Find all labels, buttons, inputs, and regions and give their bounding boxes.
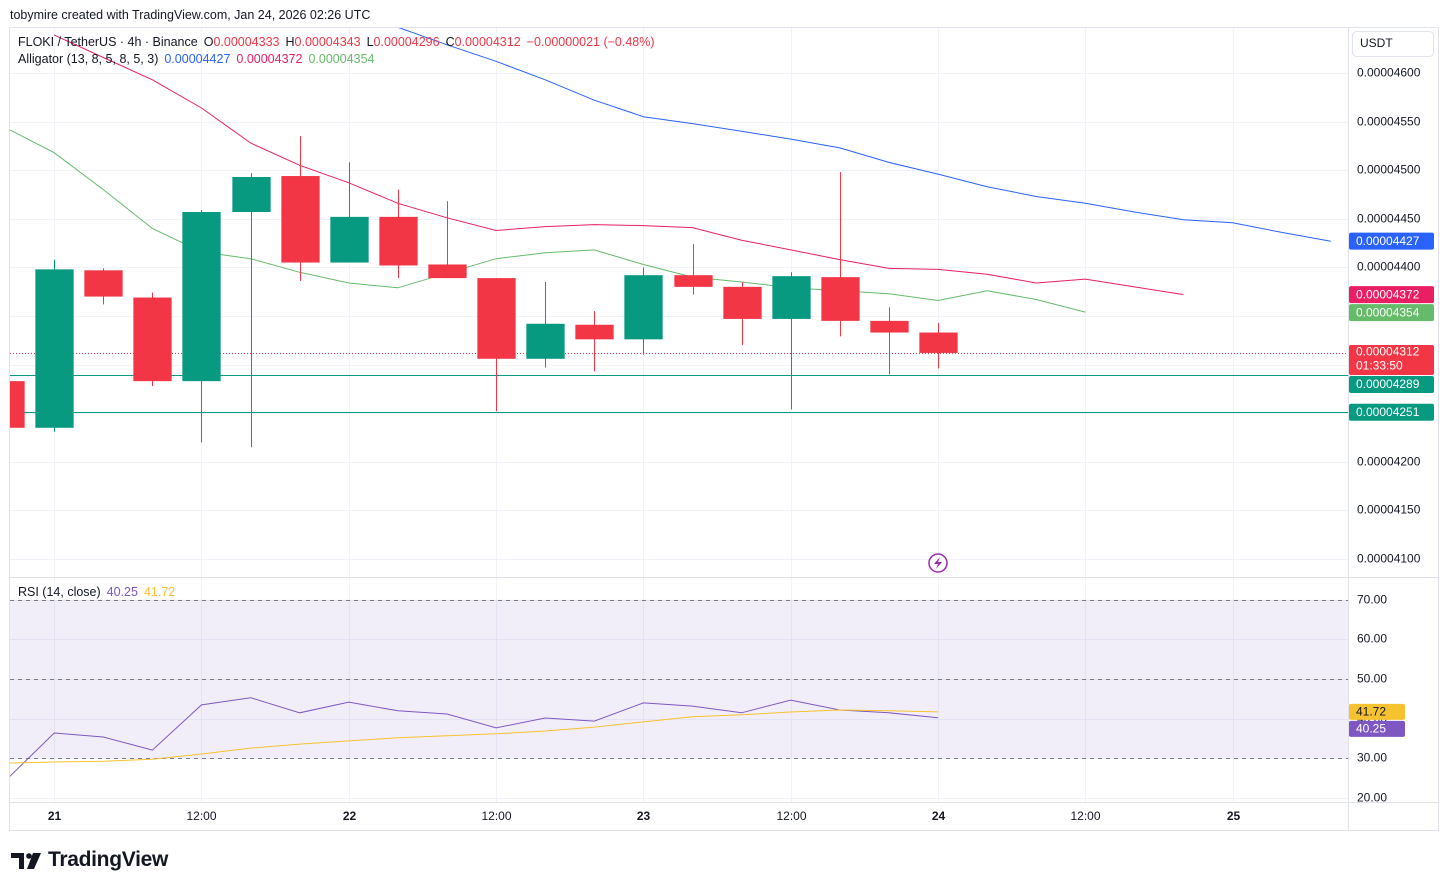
- brand: TradingView: [48, 848, 169, 871]
- y-tick-label: 0.00004500: [1357, 163, 1421, 177]
- currency-box[interactable]: [1352, 31, 1434, 57]
- symbol: FLOKI / TetherUS · 4h · Binance: [18, 35, 198, 49]
- indicator-value: 41.72: [143, 585, 176, 599]
- candle-body: [723, 286, 762, 319]
- candle-body: [133, 297, 172, 382]
- candle-body: [428, 264, 467, 279]
- currency: USDT: [1360, 36, 1393, 50]
- price-legend: FLOKI / TetherUS · 4h · Binance O0.00004…: [18, 35, 655, 49]
- alert-icon[interactable]: [928, 553, 948, 573]
- alligator-line: [53, 34, 1184, 296]
- change: −0.00000021 (−0.48%): [526, 35, 655, 49]
- candle-body: [330, 216, 369, 263]
- candle-body: [182, 212, 221, 382]
- price-tag-label: 01:33:50: [1356, 359, 1403, 373]
- price-tag: [1349, 403, 1434, 421]
- price-tag-label: 0.00004312: [1356, 345, 1420, 359]
- indicator-value: 0.00004427: [164, 52, 231, 66]
- ohlc-item: L0.00004296: [367, 35, 440, 49]
- ohlc-value: 0.00004312: [454, 35, 521, 49]
- x-tick-label: 12:00: [1070, 809, 1100, 823]
- price-tag-label: 0.00004427: [1356, 234, 1420, 248]
- ohlc-label: L: [366, 35, 374, 49]
- candle-body: [477, 278, 516, 359]
- x-tick-label: 25: [1227, 809, 1241, 823]
- price-tag: [1349, 304, 1434, 322]
- y-tick-label: 0.00004400: [1357, 260, 1421, 274]
- indicator-name: Alligator (13, 8, 5, 8, 5, 3): [18, 52, 159, 66]
- y-tick-label: 60.00: [1357, 632, 1387, 646]
- candle-body: [379, 216, 418, 266]
- price-tag: [1349, 720, 1405, 737]
- y-tick-label: 0.00004100: [1357, 552, 1421, 566]
- y-tick-label: 70.00: [1357, 593, 1387, 607]
- y-tick-label: 20.00: [1357, 791, 1387, 805]
- candle-body: [84, 270, 123, 297]
- x-tick-label: 12:00: [481, 809, 511, 823]
- candle-body: [35, 269, 74, 428]
- ohlc-label: H: [285, 35, 295, 49]
- alligator-line: [398, 28, 1331, 242]
- indicator-name: RSI (14, close): [18, 585, 101, 599]
- ohlc-item: O0.00004333: [204, 35, 280, 49]
- candle-body: [575, 324, 614, 340]
- price-tag: [1349, 286, 1434, 304]
- candle-body: [919, 332, 958, 353]
- rsi-legend: RSI (14, close) 40.25 41.72: [18, 585, 175, 599]
- candle-body: [821, 277, 860, 321]
- x-tick-label: 24: [932, 809, 946, 823]
- price-tag-label: 0.00004354: [1356, 305, 1420, 319]
- x-tick-label: 21: [48, 809, 62, 823]
- x-tick-label: 22: [343, 809, 357, 823]
- ohlc-label: C: [445, 35, 455, 49]
- price-tag: [1349, 344, 1434, 375]
- price-tag-label: 0.00004289: [1356, 377, 1420, 391]
- price-tag-label: 0.00004372: [1356, 287, 1420, 301]
- candle-body: [624, 275, 663, 340]
- attribution: tobymire created with TradingView.com, J…: [10, 8, 371, 22]
- ohlc-value: 0.00004333: [213, 35, 280, 49]
- x-tick-label: 12:00: [186, 809, 216, 823]
- candle-body: [870, 320, 909, 333]
- y-tick-label: 30.00: [1357, 751, 1387, 765]
- rsi-line: [10, 709, 939, 764]
- y-tick-label: 50.00: [1357, 672, 1387, 686]
- ohlc-item: H0.00004343: [286, 35, 361, 49]
- indicator-value: 0.00004354: [308, 52, 375, 66]
- frame: [9, 27, 1439, 831]
- y-tick-label: 0.00004200: [1357, 455, 1421, 469]
- rsi-line: [10, 697, 939, 777]
- candle-body: [10, 381, 25, 428]
- price-tag-label: 40.25: [1356, 722, 1386, 736]
- ohlc-label: O: [203, 35, 214, 49]
- candle-body: [281, 176, 320, 263]
- candle-body: [772, 276, 811, 319]
- price-tag: [1349, 703, 1405, 720]
- indicator-value: 0.00004372: [236, 52, 303, 66]
- indicator-value: 40.25: [106, 585, 138, 599]
- price-tag-label: 0.00004251: [1356, 405, 1420, 419]
- candle-body: [526, 323, 565, 359]
- y-tick-label: 0.00004150: [1357, 503, 1421, 517]
- price-tag: [1349, 232, 1434, 250]
- ohlc-value: 0.00004343: [294, 35, 361, 49]
- y-tick-label: 0.00004550: [1357, 115, 1421, 129]
- ohlc-item: C0.00004312: [446, 35, 521, 49]
- candle-body: [674, 275, 713, 287]
- y-tick-label: 0.00004450: [1357, 212, 1421, 226]
- price-tag-label: 41.72: [1356, 705, 1386, 719]
- price-tag: [1349, 375, 1434, 393]
- alligator-legend: Alligator (13, 8, 5, 8, 5, 3) 0.00004427…: [18, 52, 375, 66]
- x-tick-label: 12:00: [776, 809, 806, 823]
- candle-body: [232, 177, 271, 213]
- y-tick-label: 0.00004600: [1357, 66, 1421, 80]
- ohlc-value: 0.00004296: [373, 35, 440, 49]
- logo-icon: [11, 853, 41, 869]
- x-tick-label: 23: [637, 809, 651, 823]
